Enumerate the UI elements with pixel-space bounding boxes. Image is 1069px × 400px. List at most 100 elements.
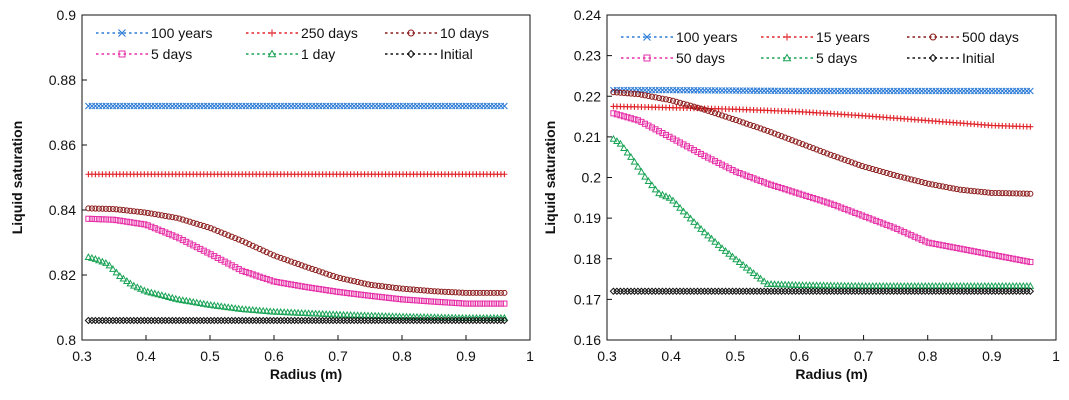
50-days-point	[845, 207, 852, 214]
initial-point	[1026, 287, 1035, 295]
10-days-point	[277, 254, 284, 261]
500-days-point	[869, 166, 876, 173]
100-years-point	[1026, 87, 1034, 95]
1-day-point	[280, 308, 289, 316]
10-days-point	[480, 289, 487, 296]
500-days-point	[988, 189, 995, 196]
legend-label: 1 day	[301, 46, 335, 62]
legend-label: 10 days	[440, 25, 489, 41]
1-day-point	[112, 268, 121, 276]
50-days-point	[1013, 256, 1020, 263]
1-day-point	[91, 254, 100, 262]
50-days-point	[883, 221, 890, 228]
50-days-point	[1002, 254, 1009, 261]
10-days-point	[302, 263, 309, 270]
50-days-point	[922, 238, 929, 245]
legend-label: 15 years	[816, 29, 870, 45]
1-day-point	[304, 309, 313, 317]
5-days-point	[165, 230, 172, 237]
500-days-point	[687, 102, 694, 109]
5-days-point	[644, 177, 653, 184]
50-days-point	[732, 168, 740, 175]
5-days-point	[211, 253, 218, 260]
legend-100-years-marker	[643, 33, 651, 41]
50-days-point	[673, 137, 680, 144]
y-tick-label: 0.84	[49, 202, 76, 218]
5-days-point	[267, 277, 274, 284]
5-days-point	[361, 292, 368, 299]
5-days-point	[455, 300, 463, 307]
series-100-years	[610, 86, 1034, 95]
500-days-point	[915, 178, 922, 185]
chart-left: 0.8 0.82 0.84 0.86 0.88 0.9 0.3 0.4 0.5 0.6 0.7 0.8…	[9, 7, 534, 382]
50-days-point	[894, 225, 901, 233]
10-days-point	[424, 287, 431, 294]
10-days-point	[155, 211, 162, 218]
500-days-point	[768, 129, 775, 136]
5-days-point	[427, 298, 435, 305]
50-days-point	[855, 211, 862, 218]
x-axis-label: Radius (m)	[270, 366, 342, 382]
1-day-point	[168, 293, 177, 301]
10-days-point	[130, 208, 137, 215]
5-days-point	[753, 271, 761, 279]
10-days-point	[123, 207, 130, 214]
legend-label: 500 days	[962, 29, 1019, 45]
500-days-point	[1002, 190, 1009, 197]
5-days-point	[466, 300, 473, 307]
5-days-point	[102, 216, 109, 223]
500-days-point	[792, 138, 799, 145]
5-days-point	[172, 233, 179, 240]
y-tick-label: 0.18	[574, 251, 601, 267]
1-day-point	[129, 281, 138, 289]
5-days-point	[204, 249, 211, 256]
50-days-point	[1020, 257, 1027, 264]
1-day-point	[276, 308, 285, 315]
500-days-point	[627, 90, 634, 97]
50-days-point	[624, 114, 631, 121]
50-days-point	[697, 150, 705, 158]
series-5-days	[609, 134, 1035, 289]
10-days-point	[392, 284, 400, 291]
x-tick-label: 0.3	[72, 348, 92, 364]
10-days-point	[186, 218, 193, 225]
legend-initial-marker	[406, 49, 416, 59]
5-days-point	[116, 217, 123, 224]
5-days-point	[417, 297, 424, 304]
50-days-point	[880, 220, 887, 227]
50-days-point	[771, 182, 778, 189]
50-days-point	[725, 165, 733, 172]
10-days-point	[176, 215, 183, 222]
5-days-point	[651, 185, 660, 193]
5-days-point	[256, 273, 263, 280]
500-days-point	[648, 93, 656, 100]
5-days-point	[473, 300, 480, 307]
5-days-point	[218, 256, 225, 263]
5-days-point	[739, 260, 747, 268]
50-days-point	[743, 172, 750, 179]
5-days-point	[658, 190, 667, 198]
1-day-point	[315, 309, 323, 317]
10-days-point	[323, 270, 330, 277]
1-day-point	[119, 274, 128, 282]
500-days-point	[866, 165, 873, 172]
5-days-point	[760, 277, 768, 285]
10-days-point	[284, 257, 291, 264]
50-days-point	[775, 183, 782, 191]
1-day-point	[175, 295, 184, 303]
legend-item-500-days: 500 days	[907, 29, 1019, 45]
series-10-days	[85, 205, 508, 296]
500-days-point	[971, 188, 978, 195]
500-days-point	[711, 110, 719, 117]
10-days-point	[169, 214, 176, 221]
10-days-point	[218, 229, 225, 236]
5-days-point	[372, 293, 379, 300]
500-days-point	[1016, 190, 1023, 197]
5-days-point	[396, 296, 403, 303]
10-days-point	[193, 220, 200, 227]
500-days-point	[694, 104, 701, 111]
50-days-point	[967, 247, 974, 254]
50-days-point	[690, 147, 698, 154]
5-days-point	[298, 283, 305, 290]
10-days-point	[452, 289, 459, 296]
